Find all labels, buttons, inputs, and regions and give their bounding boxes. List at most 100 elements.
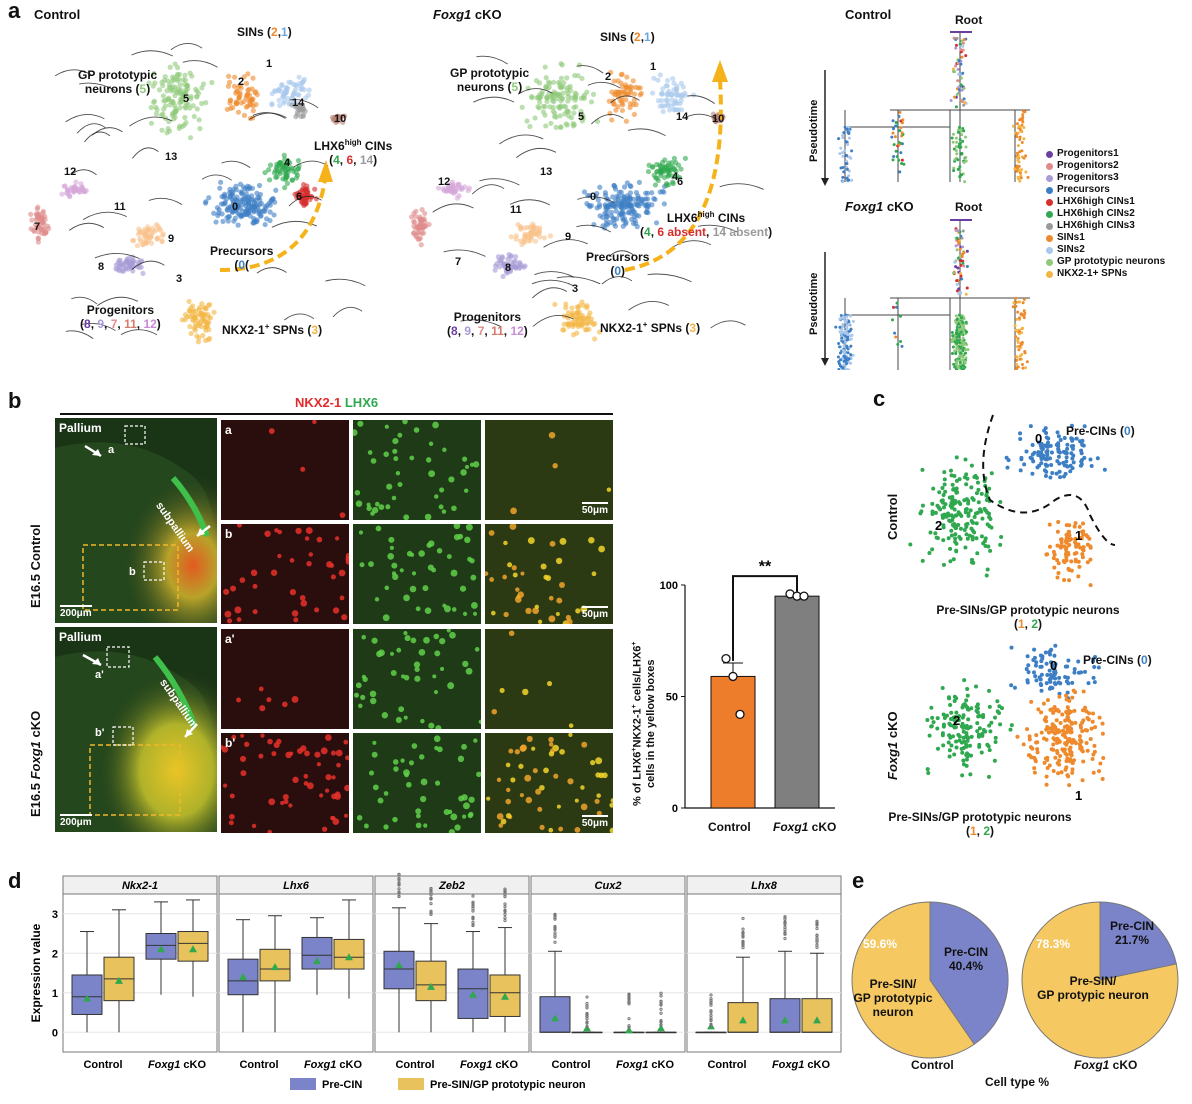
umap-point <box>552 301 558 308</box>
stream-line <box>683 113 718 120</box>
tree-cell <box>954 352 958 356</box>
umap-point <box>535 230 541 236</box>
tree-cell <box>962 86 966 90</box>
umap-point <box>544 94 550 100</box>
tree-cell <box>961 44 965 48</box>
scatter-point <box>1067 578 1072 583</box>
scatter-point <box>1080 729 1085 734</box>
umap-point <box>140 270 146 276</box>
outlier <box>585 1006 589 1010</box>
tree-cell <box>1019 176 1023 180</box>
umap-point <box>250 108 256 114</box>
tree-cell <box>841 136 845 140</box>
tree-cell <box>895 155 899 159</box>
scatter-point <box>1006 458 1011 463</box>
tree-cell <box>963 100 967 104</box>
umap-point <box>227 100 233 106</box>
tree-cell <box>1021 366 1025 370</box>
scatter-point <box>1065 442 1070 447</box>
tree-cell <box>956 130 960 134</box>
cell <box>339 595 345 601</box>
region-b-prime-label: b' <box>95 727 105 739</box>
umap-point <box>565 309 572 316</box>
scatter-point <box>964 506 969 511</box>
umap-point <box>124 258 130 264</box>
tree-cell <box>954 46 958 50</box>
tree-cell <box>851 353 855 357</box>
scatter-point <box>942 512 947 517</box>
scatter-point <box>933 510 938 515</box>
outlier <box>815 943 819 947</box>
umap-point <box>166 97 172 103</box>
cell <box>395 716 402 724</box>
cko-gp-label: GP prototypic neurons (5) <box>450 66 530 94</box>
scatter-point <box>966 707 971 712</box>
scatter-point <box>948 716 953 721</box>
cell <box>228 820 234 826</box>
scatter-point <box>1059 537 1064 542</box>
scatter-point <box>1030 471 1035 476</box>
cell <box>334 536 340 541</box>
umap-point <box>573 91 579 97</box>
cko-lhx6-label: LHX6high CINs (4, 6 absent, 14 absent) <box>640 210 773 239</box>
legend-swatch <box>1046 234 1053 242</box>
cell <box>314 607 320 613</box>
tree-cell <box>1015 358 1019 362</box>
scatter-point <box>961 758 966 763</box>
outlier <box>553 912 557 916</box>
outlier <box>429 888 433 892</box>
umap-point <box>622 202 628 208</box>
tree-cell <box>1015 151 1019 155</box>
umap-point <box>136 264 142 271</box>
tree-cell <box>957 292 961 296</box>
scatter-point <box>1018 436 1023 441</box>
scatter-point <box>975 510 980 515</box>
row-label-control: E16.5 Control <box>28 524 43 608</box>
stream-line <box>148 197 183 205</box>
umap-point <box>70 189 77 195</box>
umap-point <box>417 216 424 222</box>
tree-cell <box>958 360 962 364</box>
tree-cell <box>849 353 853 357</box>
tree-cell <box>951 345 955 349</box>
cell <box>229 793 235 799</box>
scatter-point <box>1067 783 1072 788</box>
scatter-point <box>960 750 965 755</box>
umap-point <box>492 267 498 273</box>
umap-point <box>146 80 152 86</box>
cell <box>512 572 518 578</box>
umap-point <box>172 103 178 109</box>
zoom-tile-r3-c1 <box>353 733 481 833</box>
cell <box>258 686 264 692</box>
scatter-point <box>1072 524 1077 529</box>
umap-point <box>273 174 279 180</box>
zoom-tile-r2-c0: a' <box>221 629 349 729</box>
tree-cell <box>1015 355 1019 359</box>
mean-marker <box>83 994 91 1002</box>
umap-point <box>193 86 199 92</box>
umap-point <box>292 191 298 197</box>
scatter-point <box>1051 665 1056 670</box>
cluster-number: 11 <box>510 204 522 216</box>
scatter-point <box>941 743 946 748</box>
scatter-point <box>988 548 993 553</box>
scatter-point <box>949 533 954 538</box>
tree-cell <box>952 36 956 40</box>
scatter-point <box>1069 726 1074 731</box>
umap-point <box>612 184 618 190</box>
legend-swatch <box>1046 210 1053 218</box>
tree-cell <box>952 337 956 341</box>
cell <box>432 674 437 679</box>
umap-point <box>653 220 660 226</box>
cell <box>462 802 470 810</box>
umap-points <box>28 61 348 345</box>
cell <box>230 585 237 592</box>
cell <box>598 772 605 779</box>
scatter-point <box>976 500 981 505</box>
tree-cell <box>964 54 968 58</box>
umap-point <box>571 321 577 328</box>
legend-label: Progenitors1 <box>1057 148 1119 159</box>
cell <box>312 420 317 425</box>
scatter-point <box>1088 457 1093 462</box>
cell <box>509 524 517 530</box>
